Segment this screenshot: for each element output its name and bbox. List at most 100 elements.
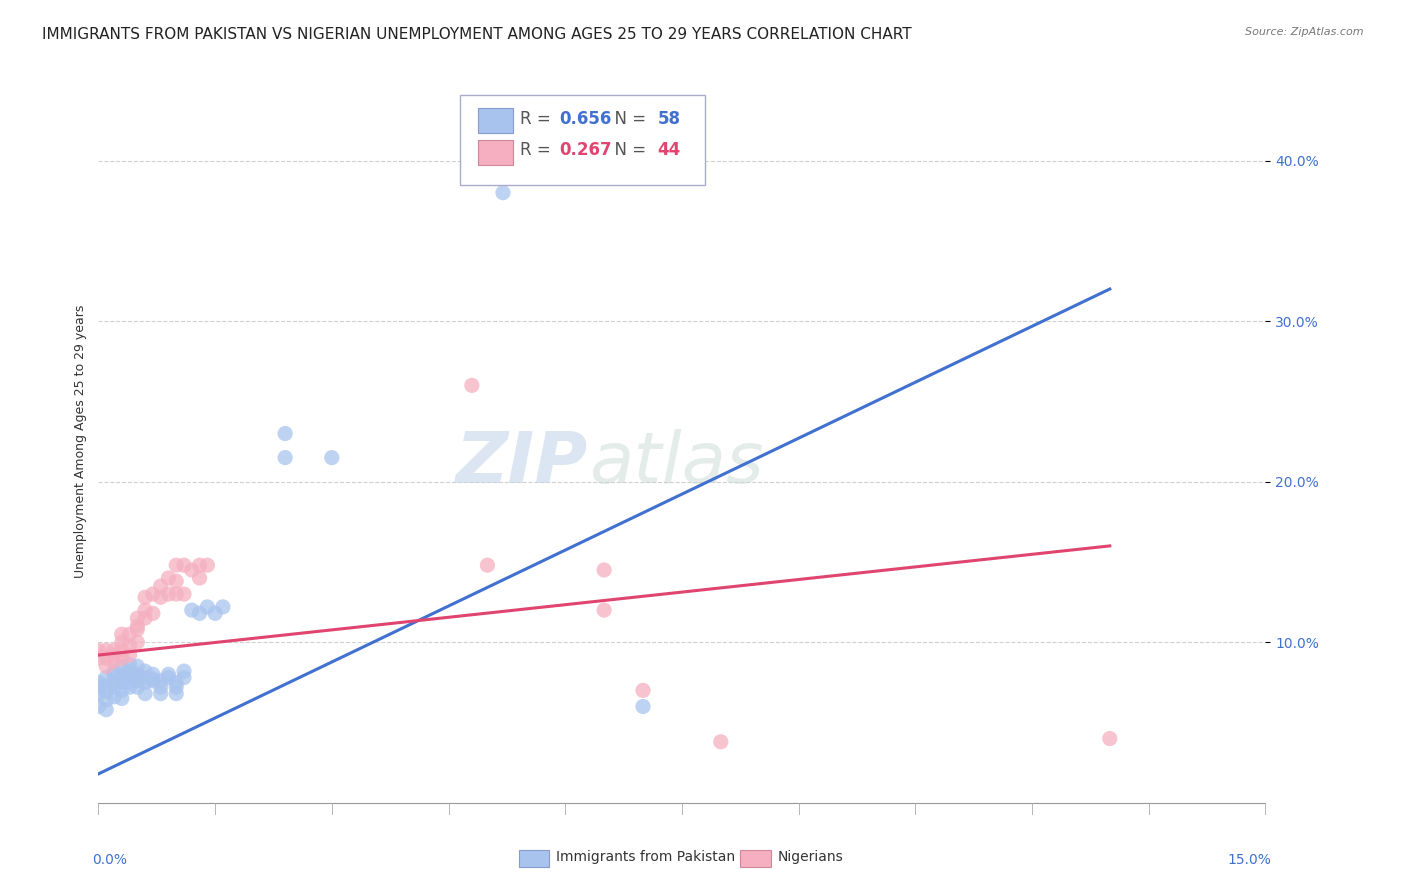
Point: [87, 643, 110, 657]
Point: [87, 651, 110, 665]
Point: [111, 635, 134, 649]
Point: [134, 603, 156, 617]
Point: [157, 571, 180, 585]
Point: [111, 691, 134, 706]
Point: [142, 587, 165, 601]
Point: [118, 639, 141, 653]
Point: [111, 627, 134, 641]
Point: [103, 680, 125, 694]
Point: [87, 675, 110, 690]
Point: [87, 687, 110, 701]
Text: Immigrants from Pakistan: Immigrants from Pakistan: [555, 850, 735, 864]
Point: [134, 664, 156, 678]
Text: Nigerians: Nigerians: [778, 850, 844, 864]
Point: [165, 558, 187, 573]
FancyBboxPatch shape: [478, 140, 513, 165]
Point: [180, 603, 202, 617]
Point: [149, 673, 172, 688]
Point: [631, 683, 654, 698]
Text: 0.0%: 0.0%: [93, 854, 128, 867]
Y-axis label: Unemployment Among Ages 25 to 29 years: Unemployment Among Ages 25 to 29 years: [75, 305, 87, 578]
Text: N =: N =: [603, 141, 651, 160]
Point: [165, 675, 187, 690]
Point: [111, 659, 134, 673]
Text: R =: R =: [520, 110, 555, 128]
Point: [111, 675, 134, 690]
Text: 44: 44: [658, 141, 681, 160]
Point: [96, 671, 118, 685]
Point: [631, 699, 654, 714]
FancyBboxPatch shape: [478, 109, 513, 133]
Point: [593, 563, 616, 577]
FancyBboxPatch shape: [460, 95, 706, 185]
Point: [195, 558, 218, 573]
Point: [165, 687, 187, 701]
Point: [157, 587, 180, 601]
Point: [274, 450, 297, 465]
Point: [96, 643, 118, 657]
Point: [461, 378, 484, 392]
Point: [173, 587, 195, 601]
Text: 0.656: 0.656: [560, 110, 612, 128]
Point: [96, 659, 118, 673]
Point: [149, 591, 172, 605]
FancyBboxPatch shape: [519, 850, 548, 867]
Text: atlas: atlas: [589, 429, 763, 498]
Text: Source: ZipAtlas.com: Source: ZipAtlas.com: [1246, 27, 1364, 37]
Point: [142, 607, 165, 621]
Point: [127, 635, 149, 649]
Point: [118, 664, 141, 678]
Point: [165, 680, 187, 694]
Point: [103, 690, 125, 704]
Point: [118, 648, 141, 662]
Point: [212, 599, 235, 614]
Point: [103, 648, 125, 662]
Point: [118, 671, 141, 685]
Point: [173, 671, 195, 685]
Point: [134, 611, 156, 625]
Point: [477, 558, 499, 573]
Point: [149, 687, 172, 701]
Point: [134, 591, 156, 605]
Point: [111, 651, 134, 665]
Text: 15.0%: 15.0%: [1227, 854, 1271, 867]
Point: [173, 664, 195, 678]
Point: [149, 579, 172, 593]
Point: [118, 680, 141, 694]
Point: [142, 672, 165, 686]
Point: [204, 607, 226, 621]
Point: [87, 699, 110, 714]
Point: [96, 693, 118, 707]
Point: [96, 703, 118, 717]
Point: [188, 558, 211, 573]
Point: [188, 571, 211, 585]
Text: ZIP: ZIP: [457, 429, 589, 498]
Point: [103, 643, 125, 657]
Point: [118, 627, 141, 641]
Point: [96, 685, 118, 699]
Point: [321, 450, 343, 465]
Point: [103, 664, 125, 678]
Text: IMMIGRANTS FROM PAKISTAN VS NIGERIAN UNEMPLOYMENT AMONG AGES 25 TO 29 YEARS CORR: IMMIGRANTS FROM PAKISTAN VS NIGERIAN UNE…: [42, 27, 912, 42]
Text: R =: R =: [520, 141, 555, 160]
Point: [195, 599, 218, 614]
Point: [127, 669, 149, 683]
Point: [134, 675, 156, 690]
Point: [103, 655, 125, 669]
Point: [127, 611, 149, 625]
Point: [188, 607, 211, 621]
Point: [134, 687, 156, 701]
Point: [87, 680, 110, 694]
Point: [134, 671, 156, 685]
Text: 58: 58: [658, 110, 681, 128]
Point: [173, 558, 195, 573]
Point: [111, 683, 134, 698]
Point: [142, 673, 165, 688]
Point: [127, 667, 149, 681]
Point: [492, 186, 515, 200]
Point: [96, 679, 118, 693]
Point: [165, 587, 187, 601]
Point: [127, 673, 149, 688]
Point: [111, 667, 134, 681]
Point: [149, 680, 172, 694]
